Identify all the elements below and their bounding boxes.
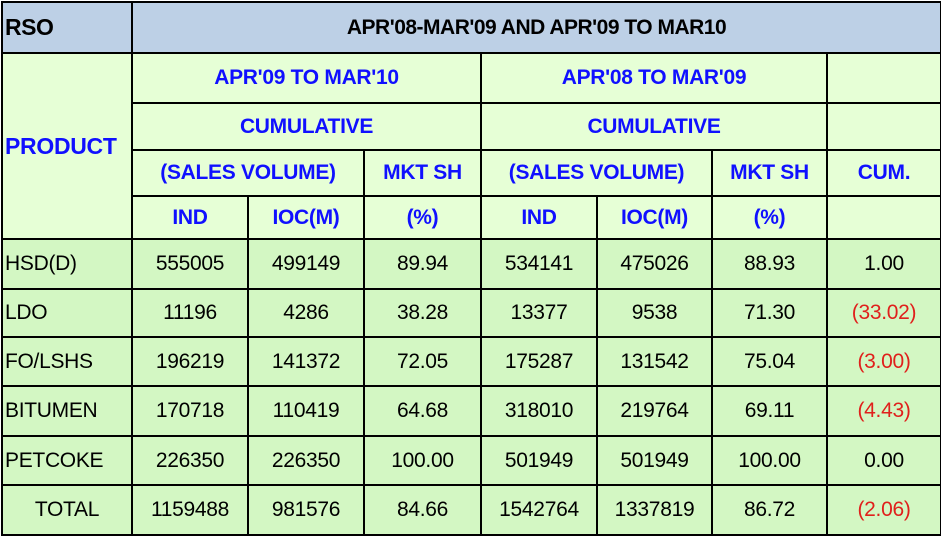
table-row: HSD(D) 555005 499149 89.94 534141 475026…: [1, 238, 941, 290]
ioc-previous-cell: 9538: [596, 288, 713, 338]
cum-total: (2.06): [825, 484, 941, 536]
product-cell: FO/LSHS: [1, 336, 133, 387]
rso-title: RSO: [1, 1, 133, 54]
sales-volume-current-header: (SALES VOLUME): [131, 149, 365, 197]
empty-header-cell: [825, 102, 941, 151]
cumulative-current-header: CUMULATIVE: [131, 102, 482, 151]
mkt-sh-previous-cell: 100.00: [711, 435, 828, 486]
table-row: BITUMEN 170718 110419 64.68 318010 21976…: [1, 385, 941, 437]
total-row: TOTAL 1159488 981576 84.66 1542764 13378…: [1, 484, 941, 536]
ioc-current-header: IOC(M): [247, 195, 365, 240]
ioc-current-cell: 110419: [247, 385, 365, 437]
ioc-current-cell: 226350: [247, 435, 365, 486]
ind-current-header: IND: [131, 195, 249, 240]
ioc-previous-cell: 501949: [596, 435, 713, 486]
empty-header-cell: [825, 52, 941, 104]
period-previous-header: APR'08 TO MAR'09: [480, 52, 828, 104]
mkt-sh-previous-cell: 71.30: [711, 288, 828, 338]
ind-previous-cell: 501949: [480, 435, 598, 486]
ind-current-cell: 196219: [131, 336, 249, 387]
ind-current-cell: 226350: [131, 435, 249, 486]
product-cell: BITUMEN: [1, 385, 133, 437]
mkt-sh-current-cell: 72.05: [363, 336, 482, 387]
ioc-previous-cell: 475026: [596, 238, 713, 290]
ind-previous-cell: 175287: [480, 336, 598, 387]
header-row-measure: (SALES VOLUME) MKT SH (SALES VOLUME) MKT…: [2, 149, 941, 197]
pct-previous-header: (%): [711, 195, 828, 240]
ioc-previous-header: IOC(M): [596, 195, 713, 240]
mkt-sh-previous-total: 86.72: [711, 484, 828, 536]
header-row-units: IND IOC(M) (%) IND IOC(M) (%): [2, 195, 941, 240]
period-current-header: APR'09 TO MAR'10: [131, 52, 482, 104]
ind-current-total: 1159488: [131, 484, 249, 536]
mkt-sh-current-header: MKT SH: [363, 149, 482, 197]
ind-current-cell: 555005: [131, 238, 249, 290]
period-title: APR'08-MAR'09 AND APR'09 TO MAR10: [130, 1, 941, 54]
ioc-previous-cell: 219764: [596, 385, 713, 437]
pct-current-header: (%): [363, 195, 482, 240]
mkt-sh-current-cell: 38.28: [363, 288, 482, 338]
empty-header-cell: [825, 195, 941, 240]
mkt-sh-current-cell: 89.94: [363, 238, 482, 290]
mkt-sh-previous-cell: 75.04: [711, 336, 828, 387]
total-label: TOTAL: [1, 484, 133, 536]
ind-previous-cell: 534141: [480, 238, 598, 290]
ioc-current-total: 981576: [247, 484, 365, 536]
cum-cell: 1.00: [825, 238, 941, 290]
header-row-cumulative: CUMULATIVE CUMULATIVE: [2, 102, 941, 151]
mkt-sh-current-total: 84.66: [363, 484, 482, 536]
ioc-current-cell: 4286: [247, 288, 365, 338]
ind-current-cell: 11196: [131, 288, 249, 338]
cum-cell: (4.43): [825, 385, 941, 437]
cumulative-previous-header: CUMULATIVE: [480, 102, 828, 151]
ind-previous-header: IND: [480, 195, 598, 240]
mkt-sh-previous-cell: 88.93: [711, 238, 828, 290]
title-row: RSO APR'08-MAR'09 AND APR'09 TO MAR10: [1, 1, 941, 54]
table-row: PETCOKE 226350 226350 100.00 501949 5019…: [1, 435, 941, 486]
cum-header: CUM.: [825, 149, 941, 197]
table-row: FO/LSHS 196219 141372 72.05 175287 13154…: [1, 336, 941, 387]
product-cell: HSD(D): [1, 238, 133, 290]
mkt-sh-previous-cell: 69.11: [711, 385, 828, 437]
ind-previous-cell: 318010: [480, 385, 598, 437]
product-header: PRODUCT: [1, 52, 133, 240]
product-cell: PETCOKE: [1, 435, 133, 486]
ind-current-cell: 170718: [131, 385, 249, 437]
product-cell: LDO: [1, 288, 133, 338]
sales-volume-previous-header: (SALES VOLUME): [480, 149, 713, 197]
header-row-period: PRODUCT APR'09 TO MAR'10 APR'08 TO MAR'0…: [1, 52, 941, 240]
mkt-sh-current-cell: 100.00: [363, 435, 482, 486]
table-row: LDO 11196 4286 38.28 13377 9538 71.30 (3…: [1, 288, 941, 338]
ioc-current-cell: 499149: [247, 238, 365, 290]
mkt-sh-previous-header: MKT SH: [711, 149, 828, 197]
cum-cell: 0.00: [825, 435, 941, 486]
ioc-previous-total: 1337819: [596, 484, 713, 536]
ind-previous-total: 1542764: [480, 484, 598, 536]
cum-cell: (33.02): [825, 288, 941, 338]
ioc-current-cell: 141372: [247, 336, 365, 387]
ind-previous-cell: 13377: [480, 288, 598, 338]
mkt-sh-current-cell: 64.68: [363, 385, 482, 437]
ioc-previous-cell: 131542: [596, 336, 713, 387]
cum-cell: (3.00): [825, 336, 941, 387]
